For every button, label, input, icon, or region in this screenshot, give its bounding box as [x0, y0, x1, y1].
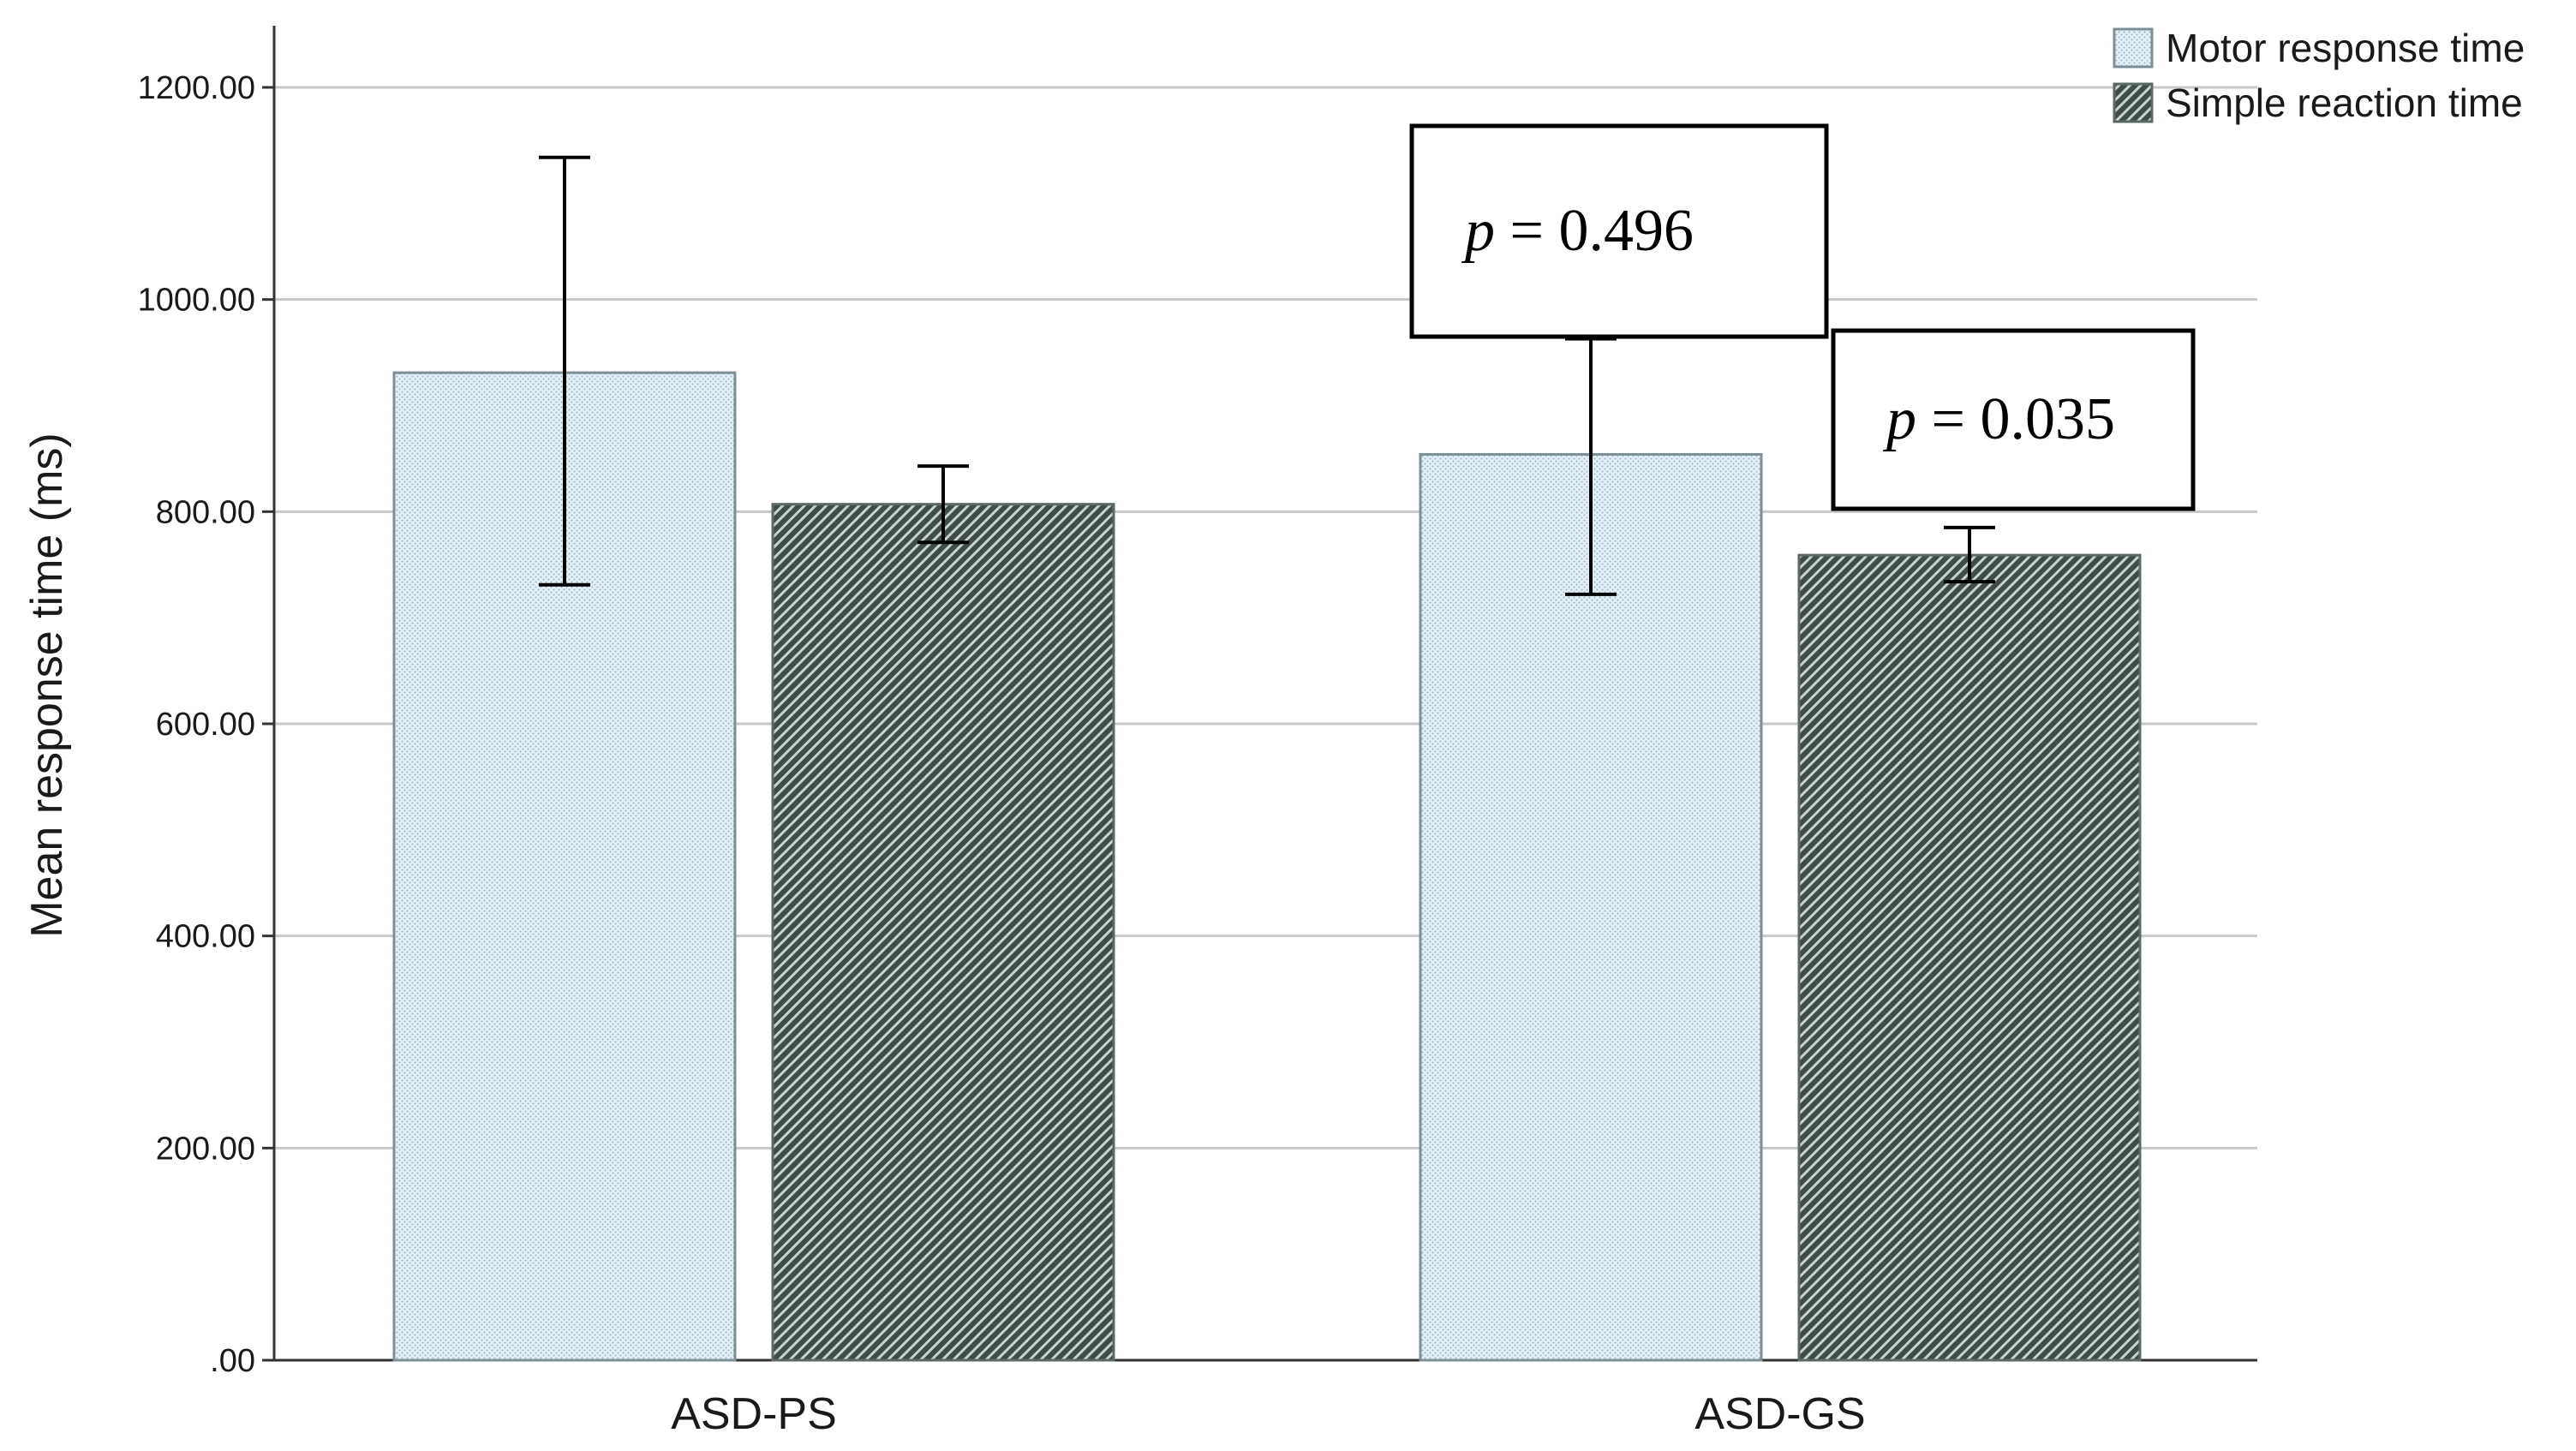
p-value-label-0: p = 0.496	[1461, 198, 1694, 264]
y-axis-title: Mean response time (ms)	[22, 433, 72, 938]
bar-asd-ps-simple-reaction-time	[771, 503, 1115, 1362]
error-bars	[539, 155, 1995, 596]
p-symbol: p	[1461, 198, 1495, 264]
y-tick-label-4: 800.00	[156, 494, 255, 530]
legend: Motor response time Simple reaction time	[2113, 26, 2525, 125]
legend-label-motor-response-time: Motor response time	[2166, 26, 2525, 70]
p-value-text: = 0.496	[1495, 198, 1694, 264]
p-value-box-1	[1831, 328, 2196, 511]
category-label-asd-ps: ASD-PS	[671, 1389, 837, 1439]
p-value-text: = 0.035	[1916, 386, 2115, 452]
legend-swatch-simple-reaction-time	[2113, 82, 2154, 123]
y-tick-label-6: 1200.00	[138, 70, 255, 106]
y-tick-label-5: 1000.00	[138, 283, 255, 319]
y-tick-label-2: 400.00	[156, 919, 255, 955]
y-tick-label-3: 600.00	[156, 707, 255, 743]
legend-label-simple-reaction-time: Simple reaction time	[2166, 81, 2523, 125]
bars	[392, 371, 2142, 1362]
y-tick-labels: .00 200.00 400.00 600.00 800.00 1000.00 1200.0…	[138, 70, 274, 1379]
legend-swatch-motor-response-time	[2113, 27, 2154, 69]
y-tick-label-0: .00	[210, 1343, 255, 1379]
category-label-asd-gs: ASD-GS	[1694, 1389, 1865, 1439]
bar-asd-gs-motor-response-time	[1419, 452, 1763, 1362]
category-labels: ASD-PS ASD-GS	[671, 1389, 1865, 1439]
p-value-box-0	[1409, 123, 1829, 339]
p-value-label-1: p = 0.035	[1882, 386, 2115, 452]
y-tick-label-1: 200.00	[156, 1131, 255, 1167]
bar-asd-gs-simple-reaction-time	[1797, 553, 2142, 1362]
p-symbol: p	[1882, 386, 1916, 452]
